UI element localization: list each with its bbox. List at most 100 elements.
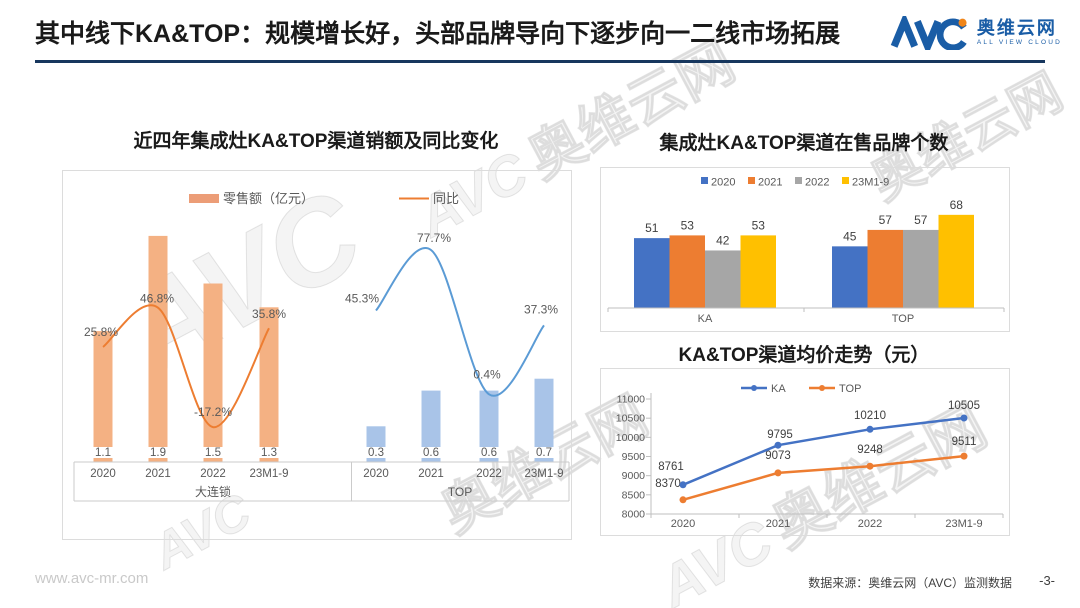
bar-label-bg bbox=[254, 447, 284, 458]
trend-line bbox=[102, 304, 270, 429]
bar-value-label: 57 bbox=[914, 213, 928, 227]
bar bbox=[903, 229, 939, 308]
bar-label-bg bbox=[198, 447, 228, 458]
group-label: TOP bbox=[448, 485, 472, 499]
trend-line bbox=[682, 416, 965, 486]
y-axis-label: 11000 bbox=[617, 394, 646, 406]
page-number: -3- bbox=[1039, 573, 1055, 588]
point-value-label: 9795 bbox=[767, 429, 793, 441]
legend-label: KA bbox=[771, 383, 786, 395]
bar-value-label: 45 bbox=[843, 229, 857, 243]
bar-value-label: 68 bbox=[950, 198, 964, 212]
line-value-label: 35.8% bbox=[252, 307, 286, 321]
data-point bbox=[679, 496, 687, 504]
website-link[interactable]: www.avc-mr.com bbox=[35, 570, 149, 587]
bar-label-bg bbox=[143, 447, 173, 458]
data-point bbox=[960, 414, 968, 422]
x-axis-label: 2021 bbox=[418, 468, 444, 480]
bar bbox=[93, 331, 113, 462]
legend-label: 2020 bbox=[711, 177, 735, 189]
line-value-label: 45.3% bbox=[345, 292, 379, 306]
x-axis-label: 2021 bbox=[766, 518, 790, 530]
price-chart-title: KA&TOP渠道均价走势（元） bbox=[678, 345, 930, 366]
bar-label-bg bbox=[529, 447, 559, 458]
data-point bbox=[774, 469, 782, 477]
group-label: 大连锁 bbox=[195, 484, 231, 499]
bar-value-label: 0.3 bbox=[368, 447, 384, 459]
bar-value-label: 53 bbox=[681, 218, 695, 232]
bar bbox=[203, 283, 223, 462]
logo-name: 奥维云网 bbox=[976, 18, 1057, 39]
bar bbox=[705, 250, 741, 308]
bar bbox=[634, 238, 670, 308]
data-point bbox=[774, 441, 782, 449]
point-value-label: 10210 bbox=[854, 410, 886, 422]
bar bbox=[867, 229, 903, 308]
legend-label: 23M1-9 bbox=[852, 177, 889, 189]
avc-logo: 奥维云网 ALL VIEW CLOUD bbox=[888, 16, 1062, 50]
legend-label: TOP bbox=[839, 383, 861, 395]
brands-chart-svg: 2020 2021 2022 23M1-9 51 53 42 53 45 57 57 68 KA TOP bbox=[607, 177, 1005, 325]
y-axis-label: 10500 bbox=[616, 413, 645, 425]
data-point bbox=[866, 425, 874, 433]
x-axis-label: 23M1-9 bbox=[250, 468, 289, 480]
legend-marker bbox=[819, 385, 825, 391]
x-axis-label: 23M1-9 bbox=[525, 468, 564, 480]
legend-label: 2021 bbox=[758, 177, 782, 189]
bar-label-bg bbox=[88, 447, 118, 458]
x-axis-label: 2020 bbox=[671, 518, 695, 530]
legend-swatch bbox=[795, 177, 802, 184]
page-title: 其中线下KA&TOP：规模增长好，头部品牌导向下逐步向一二线市场拓展 bbox=[35, 20, 841, 48]
trend-line bbox=[682, 454, 965, 502]
x-axis-label: 2020 bbox=[90, 468, 116, 480]
line-value-label: -17.2% bbox=[194, 405, 232, 419]
brands-chart-title: 集成灶KA&TOP渠道在售品牌个数 bbox=[659, 133, 949, 154]
combo-chart: 零售额（亿元） 同比 1.1 1.9 1.5 1.3 25.8% 46.8% -17.2% 35.… bbox=[62, 170, 572, 540]
bar bbox=[740, 235, 776, 308]
x-axis-label: 2020 bbox=[363, 468, 389, 480]
bar-value-label: 1.9 bbox=[150, 447, 166, 459]
legend-bar-swatch bbox=[189, 194, 219, 203]
price-chart-svg: KA TOP 11000 10500 10000 9500 9000 8500 8000 2020… bbox=[616, 383, 1004, 530]
x-axis-label: 2022 bbox=[476, 468, 502, 480]
bar-label-bg bbox=[416, 447, 446, 458]
x-axis-label: 23M1-9 bbox=[945, 518, 982, 530]
point-value-label: 9073 bbox=[765, 450, 791, 462]
line-value-label: 46.8% bbox=[140, 292, 174, 306]
bar-value-label: 0.7 bbox=[536, 447, 552, 459]
brands-chart: 2020 2021 2022 23M1-9 51 53 42 53 45 57 57 68 KA TOP bbox=[600, 167, 1010, 332]
x-axis-label: TOP bbox=[892, 313, 914, 325]
bar bbox=[832, 246, 868, 308]
legend-label: 同比 bbox=[433, 191, 459, 206]
data-point bbox=[866, 462, 874, 470]
data-point bbox=[960, 452, 968, 460]
point-value-label: 9511 bbox=[952, 436, 977, 448]
legend-marker bbox=[751, 385, 757, 391]
bar-value-label: 0.6 bbox=[481, 447, 497, 459]
legend-swatch bbox=[701, 177, 708, 184]
line-value-label: 37.3% bbox=[524, 302, 558, 316]
header-divider bbox=[35, 60, 1045, 63]
bar bbox=[479, 390, 499, 462]
price-chart: KA TOP 11000 10500 10000 9500 9000 8500 8000 2020… bbox=[600, 368, 1010, 536]
logo-tagline: ALL VIEW CLOUD bbox=[976, 39, 1062, 47]
bar-value-label: 0.6 bbox=[423, 447, 439, 459]
bar-value-label: 1.5 bbox=[205, 447, 221, 459]
combo-chart-title: 近四年集成灶KA&TOP渠道销额及同比变化 bbox=[133, 131, 499, 152]
bar bbox=[148, 235, 168, 462]
data-point bbox=[679, 481, 687, 489]
bar-value-label: 51 bbox=[645, 221, 659, 235]
bar-value-label: 57 bbox=[879, 213, 893, 227]
y-axis-label: 9000 bbox=[622, 470, 646, 482]
point-value-label: 8370 bbox=[655, 478, 681, 490]
bar bbox=[421, 390, 441, 462]
y-axis-label: 8500 bbox=[622, 489, 646, 501]
bar-value-label: 53 bbox=[752, 218, 766, 232]
x-axis-label: 2022 bbox=[858, 518, 882, 530]
legend-label: 2022 bbox=[805, 177, 829, 189]
legend-swatch bbox=[842, 177, 849, 184]
trend-line bbox=[375, 247, 545, 397]
bar-value-label: 1.3 bbox=[261, 447, 277, 459]
x-axis-label: 2021 bbox=[145, 468, 171, 480]
